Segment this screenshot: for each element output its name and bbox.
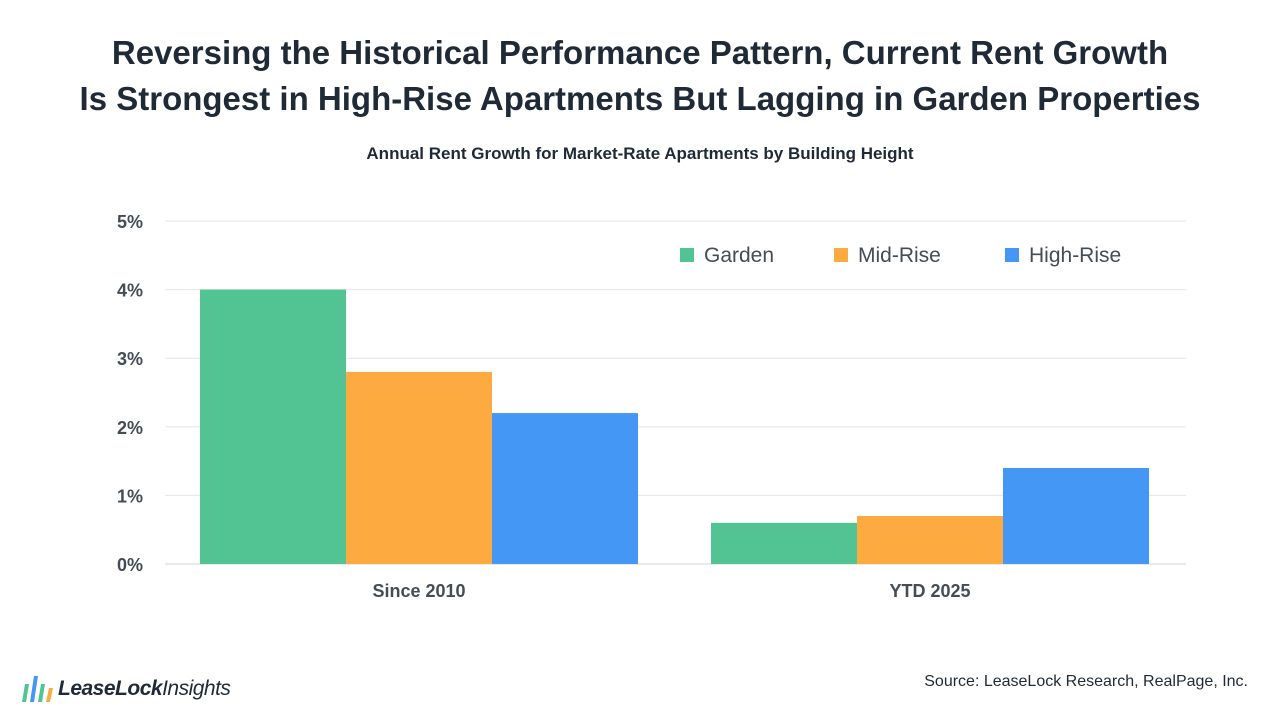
chart-subtitle: Annual Rent Growth for Market-Rate Apart… <box>366 144 914 163</box>
logo-word-1: LeaseLock <box>58 677 163 700</box>
x-tick-label: YTD 2025 <box>889 581 970 601</box>
y-tick-label: 2% <box>117 418 143 438</box>
logo-word-2: Insights <box>162 677 231 700</box>
y-tick-label: 5% <box>117 212 143 232</box>
bar <box>200 289 346 564</box>
y-tick-label: 1% <box>117 486 143 506</box>
source-note: Source: LeaseLock Research, RealPage, In… <box>924 673 1248 690</box>
bar <box>346 371 492 564</box>
legend-label: High-Rise <box>1029 244 1121 267</box>
chart-title-line-2: Is Strongest in High-Rise Apartments But… <box>79 80 1201 117</box>
x-tick-label: Since 2010 <box>372 581 465 601</box>
y-tick-label: 3% <box>117 349 143 369</box>
legend-label: Garden <box>704 244 774 267</box>
bar <box>711 522 857 564</box>
legend-swatch <box>680 248 694 262</box>
legend-swatch <box>834 248 848 262</box>
bar <box>857 515 1003 564</box>
logo-text: LeaseLockInsights <box>58 677 231 701</box>
legend-label: Mid-Rise <box>858 244 941 267</box>
y-tick-label: 0% <box>117 555 143 575</box>
bar <box>1003 467 1149 564</box>
leaselock-logo: LeaseLockInsights <box>20 672 231 706</box>
logo-bars-icon <box>22 676 53 702</box>
chart-title: Reversing the Historical Performance Pat… <box>0 30 1280 122</box>
y-tick-label: 4% <box>117 281 143 301</box>
legend-swatch <box>1005 248 1019 262</box>
chart-title-line-1: Reversing the Historical Performance Pat… <box>111 34 1169 71</box>
bar <box>492 413 638 564</box>
bar-chart: 0% 1% 2% 3% 4% 5% Since 2010 YTD 2025 Garden Mid-… <box>117 212 1186 601</box>
